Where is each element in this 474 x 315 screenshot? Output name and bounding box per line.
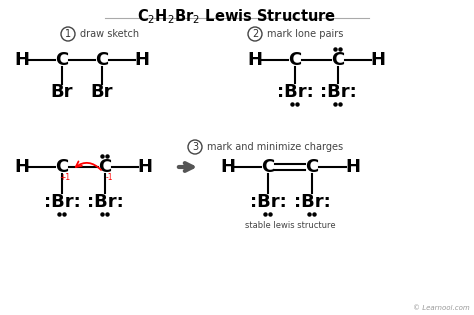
Text: :Br:: :Br:: [44, 193, 81, 211]
Text: :Br:: :Br:: [293, 193, 330, 211]
Text: :Br:: :Br:: [250, 193, 286, 211]
Text: mark and minimize charges: mark and minimize charges: [207, 142, 343, 152]
Text: H: H: [371, 51, 385, 69]
Text: :Br:: :Br:: [277, 83, 313, 101]
Text: Br: Br: [51, 83, 73, 101]
Text: 2: 2: [252, 29, 258, 39]
Text: 3: 3: [192, 142, 198, 152]
Text: -1: -1: [105, 173, 113, 181]
Text: C$_2$H$_2$Br$_2$ Lewis Structure: C$_2$H$_2$Br$_2$ Lewis Structure: [137, 7, 337, 26]
Text: H: H: [346, 158, 361, 176]
Text: Br: Br: [91, 83, 113, 101]
Text: :Br:: :Br:: [87, 193, 123, 211]
Text: stable lewis structure: stable lewis structure: [245, 221, 335, 230]
Text: H: H: [15, 51, 29, 69]
Text: H: H: [135, 51, 149, 69]
Text: :Br:: :Br:: [319, 83, 356, 101]
Text: mark lone pairs: mark lone pairs: [267, 29, 343, 39]
Text: draw sketch: draw sketch: [80, 29, 139, 39]
Text: H: H: [220, 158, 236, 176]
Text: H: H: [15, 158, 29, 176]
Text: H: H: [137, 158, 153, 176]
Text: C: C: [331, 51, 345, 69]
Text: C: C: [99, 158, 111, 176]
Text: C: C: [305, 158, 319, 176]
Text: C: C: [55, 51, 69, 69]
Text: C: C: [288, 51, 301, 69]
Text: 1: 1: [65, 29, 71, 39]
Text: C: C: [261, 158, 274, 176]
Text: C: C: [95, 51, 109, 69]
Text: +1: +1: [59, 173, 71, 181]
Text: H: H: [247, 51, 263, 69]
Text: © Learnool.com: © Learnool.com: [413, 305, 470, 311]
Text: C: C: [55, 158, 69, 176]
